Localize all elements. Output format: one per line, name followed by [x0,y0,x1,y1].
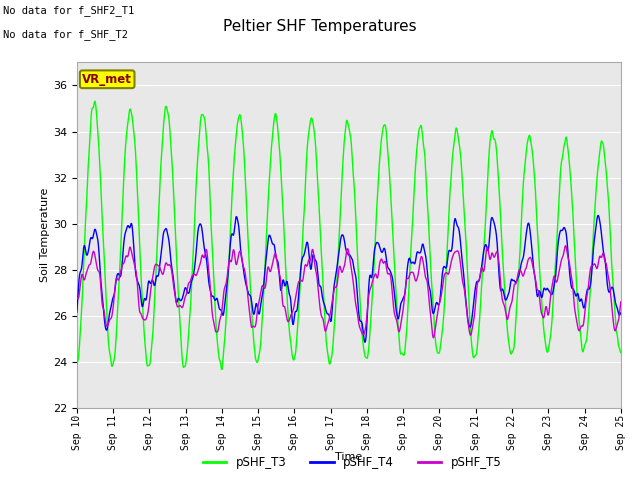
pSHF_T3 [553,237,561,242]
pSHF_T4 [505,291,513,297]
pSHF_T3 [181,363,189,369]
Line: pSHF_T3: pSHF_T3 [77,101,621,370]
pSHF_T5 [553,279,561,285]
pSHF_T4 [255,311,262,316]
pSHF_T4 [595,213,602,218]
pSHF_T4 [194,230,202,236]
pSHF_T3 [505,341,513,347]
pSHF_T3 [195,148,202,154]
pSHF_T5 [255,300,262,306]
pSHF_T3 [73,361,81,367]
Y-axis label: Soil Temperature: Soil Temperature [40,188,50,282]
pSHF_T5 [617,299,625,305]
Text: No data for f_SHF_T2: No data for f_SHF_T2 [3,29,128,40]
Text: No data for f_SHF2_T1: No data for f_SHF2_T1 [3,5,134,16]
pSHF_T4 [434,300,442,306]
pSHF_T3 [434,350,442,356]
Legend: pSHF_T3, pSHF_T4, pSHF_T5: pSHF_T3, pSHF_T4, pSHF_T5 [198,452,506,474]
Line: pSHF_T5: pSHF_T5 [77,246,621,338]
pSHF_T5 [505,312,513,318]
Text: Peltier SHF Temperatures: Peltier SHF Temperatures [223,19,417,34]
pSHF_T4 [180,287,188,292]
pSHF_T3 [91,98,99,104]
pSHF_T3 [218,367,225,372]
pSHF_T4 [361,339,369,345]
pSHF_T5 [562,243,570,249]
X-axis label: Time: Time [335,452,362,462]
pSHF_T3 [617,350,625,356]
pSHF_T5 [180,296,188,302]
pSHF_T4 [73,309,81,315]
pSHF_T5 [194,268,202,274]
pSHF_T4 [553,261,561,266]
pSHF_T3 [255,350,263,356]
Text: VR_met: VR_met [82,73,132,86]
Line: pSHF_T4: pSHF_T4 [77,216,621,342]
pSHF_T5 [73,296,81,301]
pSHF_T5 [434,312,442,317]
pSHF_T4 [617,310,625,316]
pSHF_T5 [429,335,437,341]
